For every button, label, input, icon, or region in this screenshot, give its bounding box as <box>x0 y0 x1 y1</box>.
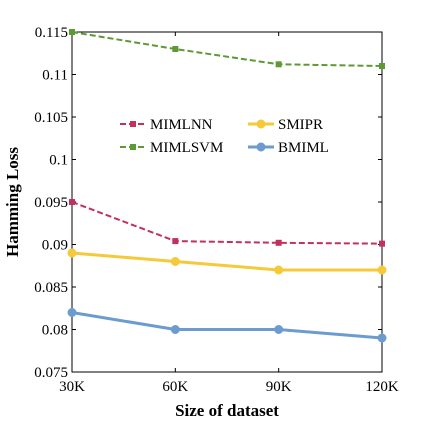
series-line-mimlnn <box>71 201 383 245</box>
data-point-bmiml <box>274 325 284 334</box>
y-tick-label: 0.075 <box>34 365 68 381</box>
series-line-smipr <box>71 251 382 272</box>
legend: MIMLNN SMIPR MIMLSVM BMIML <box>116 108 344 156</box>
series-mimlsvm <box>69 29 385 69</box>
y-tick-label: 0.11 <box>42 68 68 84</box>
legend-box <box>116 108 344 156</box>
legend-label-mimlnn: MIMLNN <box>150 117 213 133</box>
series-line-bmiml <box>71 311 383 340</box>
data-point-mimlsvm <box>172 46 179 52</box>
data-point-smipr <box>170 257 180 266</box>
data-point-mimlsvm <box>379 63 385 69</box>
data-point-mimlsvm <box>69 29 75 35</box>
legend-label-smipr: SMIPR <box>278 117 323 133</box>
series-smipr <box>67 248 387 275</box>
legend-marker-mimlnn <box>130 121 136 127</box>
data-point-mimlsvm <box>275 61 282 68</box>
x-tick-label: 60K <box>162 379 188 395</box>
series-lines <box>67 29 387 343</box>
y-tick-label: 0.1 <box>49 153 68 169</box>
legend-marker-mimlsvm <box>130 144 136 150</box>
series-line-mimlsvm <box>71 31 383 67</box>
data-point-mimlnn <box>69 199 75 205</box>
y-tick-label: 0.095 <box>34 195 68 211</box>
x-tick-label: 120K <box>365 379 399 395</box>
data-point-bmiml <box>67 308 77 317</box>
series-bmiml <box>67 308 387 343</box>
legend-marker-smipr <box>256 119 266 129</box>
data-point-mimlnn <box>379 240 385 247</box>
y-tick-label: 0.115 <box>35 25 68 41</box>
y-tick-label: 0.08 <box>42 323 68 339</box>
legend-label-bmiml: BMIML <box>278 140 329 156</box>
y-tick-label: 0.085 <box>34 280 68 296</box>
data-point-bmiml <box>377 333 387 343</box>
data-point-mimlnn <box>275 239 282 246</box>
legend-label-mimlsvm: MIMLSVM <box>150 140 223 156</box>
data-point-smipr <box>67 248 77 258</box>
x-tick-label: 30K <box>59 379 85 395</box>
data-point-mimlnn <box>172 238 179 245</box>
axes: 0.075 0.08 0.085 0.09 0.095 0.1 0.105 0.11 0.115… <box>34 25 399 395</box>
series-mimlnn <box>69 199 385 247</box>
y-axis-label: Hamming Loss <box>3 147 22 257</box>
y-tick-label: 0.09 <box>42 238 68 254</box>
x-axis-label: Size of dataset <box>175 401 279 420</box>
x-tick-label: 90K <box>266 379 292 395</box>
data-point-smipr <box>377 265 387 275</box>
data-point-smipr <box>274 265 284 275</box>
y-tick-label: 0.105 <box>34 110 68 126</box>
legend-marker-bmiml <box>256 142 266 152</box>
data-point-bmiml <box>170 325 180 334</box>
